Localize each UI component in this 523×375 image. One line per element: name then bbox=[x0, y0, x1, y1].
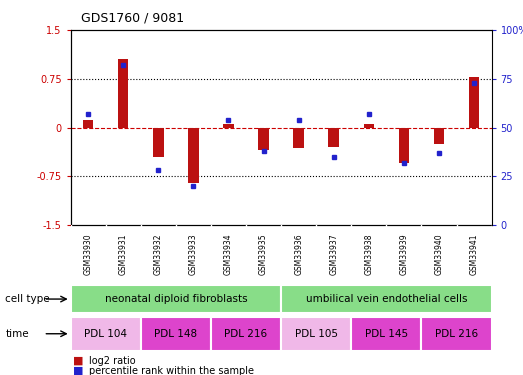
Text: PDL 105: PDL 105 bbox=[294, 329, 338, 339]
Text: time: time bbox=[5, 329, 29, 339]
Text: neonatal diploid fibroblasts: neonatal diploid fibroblasts bbox=[105, 294, 247, 304]
Bar bbox=[469, 77, 480, 128]
Bar bbox=[281, 285, 492, 313]
Text: GSM33930: GSM33930 bbox=[84, 233, 93, 275]
Text: GSM33935: GSM33935 bbox=[259, 233, 268, 275]
Text: GSM33934: GSM33934 bbox=[224, 233, 233, 275]
Text: ■: ■ bbox=[73, 366, 84, 375]
Bar bbox=[71, 285, 281, 313]
Text: GSM33933: GSM33933 bbox=[189, 233, 198, 275]
Text: GSM33938: GSM33938 bbox=[365, 233, 373, 275]
Bar bbox=[223, 124, 234, 128]
Text: PDL 104: PDL 104 bbox=[84, 329, 127, 339]
Text: PDL 216: PDL 216 bbox=[435, 329, 478, 339]
Bar bbox=[434, 128, 444, 144]
Text: GSM33932: GSM33932 bbox=[154, 233, 163, 275]
Bar bbox=[328, 128, 339, 147]
Bar bbox=[211, 317, 281, 351]
Bar bbox=[153, 128, 164, 157]
Text: GSM33941: GSM33941 bbox=[470, 233, 479, 275]
Text: log2 ratio: log2 ratio bbox=[89, 356, 135, 366]
Text: PDL 145: PDL 145 bbox=[365, 329, 408, 339]
Text: GSM33936: GSM33936 bbox=[294, 233, 303, 275]
Bar bbox=[351, 317, 422, 351]
Text: ■: ■ bbox=[73, 356, 84, 366]
Text: cell type: cell type bbox=[5, 294, 50, 304]
Text: GSM33939: GSM33939 bbox=[400, 233, 408, 275]
Bar bbox=[399, 128, 409, 163]
Text: PDL 148: PDL 148 bbox=[154, 329, 197, 339]
Text: PDL 216: PDL 216 bbox=[224, 329, 268, 339]
Bar bbox=[141, 317, 211, 351]
Text: GSM33940: GSM33940 bbox=[435, 233, 444, 275]
Bar bbox=[363, 124, 374, 128]
Bar bbox=[188, 128, 199, 183]
Bar bbox=[422, 317, 492, 351]
Bar bbox=[71, 317, 141, 351]
Bar bbox=[83, 120, 94, 128]
Text: umbilical vein endothelial cells: umbilical vein endothelial cells bbox=[305, 294, 467, 304]
Bar bbox=[258, 128, 269, 150]
Bar bbox=[281, 317, 351, 351]
Text: percentile rank within the sample: percentile rank within the sample bbox=[89, 366, 254, 375]
Text: GDS1760 / 9081: GDS1760 / 9081 bbox=[81, 11, 184, 24]
Text: GSM33937: GSM33937 bbox=[329, 233, 338, 275]
Bar bbox=[293, 128, 304, 148]
Bar bbox=[118, 59, 129, 128]
Text: GSM33931: GSM33931 bbox=[119, 233, 128, 275]
